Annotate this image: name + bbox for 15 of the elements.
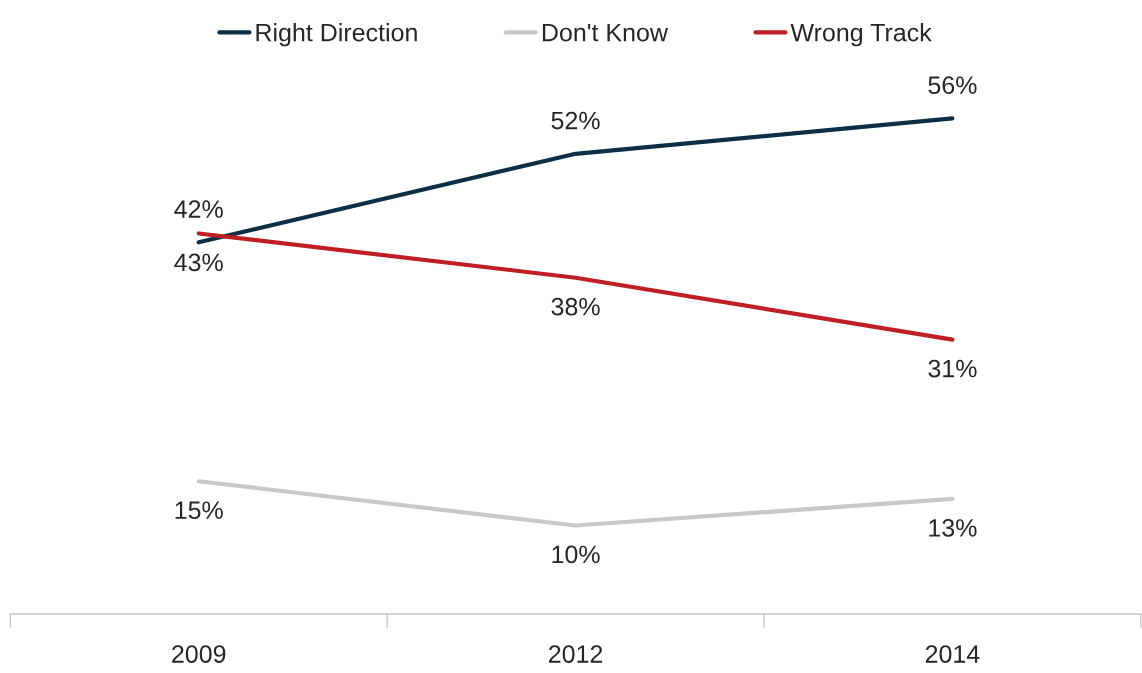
data-label: 13% (929, 519, 977, 537)
data-label: 10% (552, 545, 600, 564)
legend-label: Don't Know (542, 23, 669, 42)
legend-label: Wrong Track (790, 23, 932, 47)
legend-label: Right Direction (256, 23, 417, 47)
data-label: 43% (174, 253, 223, 272)
data-label: 42% (174, 200, 223, 218)
data-label: 52% (551, 111, 600, 130)
data-label: 56% (928, 76, 977, 95)
x-tick-label: 2012 (549, 645, 603, 663)
data-label: 31% (928, 359, 977, 378)
data-label: 15% (175, 501, 223, 520)
x-tick-label: 2014 (925, 645, 980, 663)
data-label: 38% (551, 297, 600, 316)
x-tick-label: 2009 (172, 645, 226, 663)
